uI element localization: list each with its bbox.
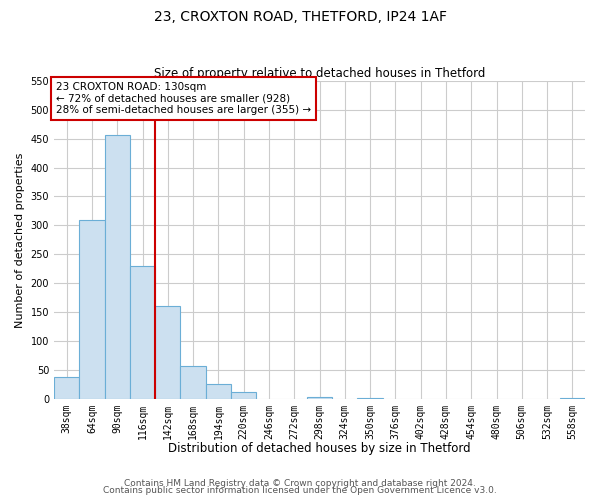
Bar [560, 398, 585, 399]
Bar [206, 384, 231, 399]
X-axis label: Distribution of detached houses by size in Thetford: Distribution of detached houses by size … [168, 442, 471, 455]
Text: Contains public sector information licensed under the Open Government Licence v3: Contains public sector information licen… [103, 486, 497, 495]
Y-axis label: Number of detached properties: Number of detached properties [15, 152, 25, 328]
Bar [54, 377, 79, 399]
Title: Size of property relative to detached houses in Thetford: Size of property relative to detached ho… [154, 66, 485, 80]
Bar [231, 392, 256, 399]
Bar [104, 134, 130, 399]
Bar [358, 398, 383, 399]
Bar [181, 366, 206, 399]
Text: Contains HM Land Registry data © Crown copyright and database right 2024.: Contains HM Land Registry data © Crown c… [124, 478, 476, 488]
Bar [130, 266, 155, 399]
Text: 23 CROXTON ROAD: 130sqm
← 72% of detached houses are smaller (928)
28% of semi-d: 23 CROXTON ROAD: 130sqm ← 72% of detache… [56, 82, 311, 115]
Bar [155, 306, 181, 399]
Text: 23, CROXTON ROAD, THETFORD, IP24 1AF: 23, CROXTON ROAD, THETFORD, IP24 1AF [154, 10, 446, 24]
Bar [307, 398, 332, 399]
Bar [79, 220, 104, 399]
